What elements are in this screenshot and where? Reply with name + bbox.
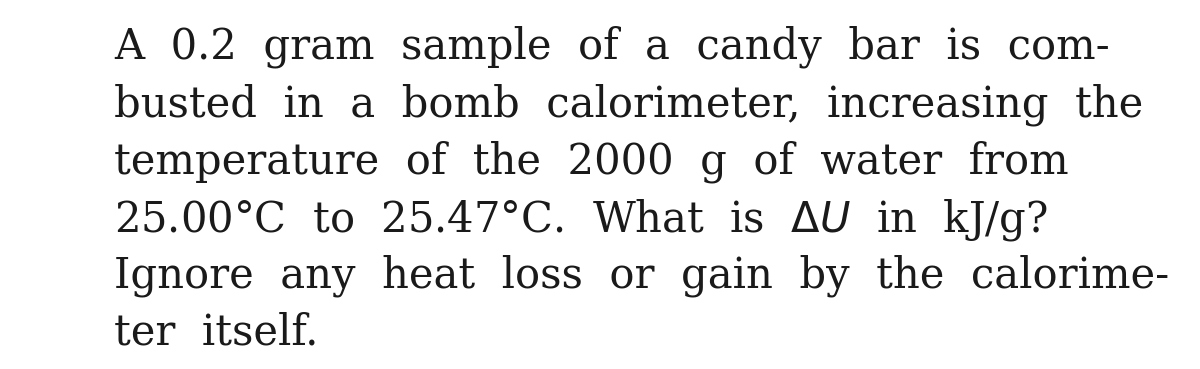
- Text: Ignore  any  heat  loss  or  gain  by  the  calorime-: Ignore any heat loss or gain by the calo…: [114, 255, 1169, 297]
- Text: ter  itself.: ter itself.: [114, 312, 318, 354]
- Text: busted  in  a  bomb  calorimeter,  increasing  the: busted in a bomb calorimeter, increasing…: [114, 83, 1144, 125]
- Text: A  0.2  gram  sample  of  a  candy  bar  is  com-: A 0.2 gram sample of a candy bar is com-: [114, 26, 1110, 68]
- Text: 25.00$\degree$C  to  25.47$\degree$C.  What  is  $\Delta\mathit{U}$  in  kJ/g?: 25.00$\degree$C to 25.47$\degree$C. What…: [114, 197, 1048, 244]
- Text: temperature  of  the  2000  g  of  water  from: temperature of the 2000 g of water from: [114, 140, 1069, 183]
